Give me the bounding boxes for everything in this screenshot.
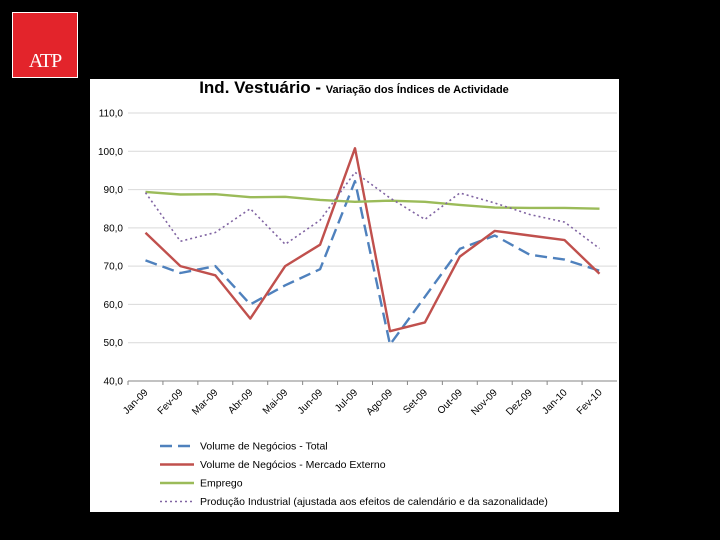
x-tick-label: Abr-09 [226,387,255,416]
legend: Volume de Negócios - Total Volume de Negó… [160,441,548,508]
x-tick-label: Mar-09 [190,387,220,417]
x-tick-label: Jun-09 [296,387,326,417]
series-line-3 [145,190,600,210]
chart-title: Ind. Vestuário - Variação dos Índices de… [199,79,509,97]
y-tick-label: 50,0 [104,338,124,349]
gridlines [128,112,617,382]
y-tick-label: 110,0 [99,109,124,120]
chart-title-sub: Variação dos Índices de Actividade [326,83,509,96]
series-line-2 [144,146,601,333]
x-axis-ticks: Jan-09 Fev-09 Mar-09 Abr-09 Mai-09 Jun-09 Jul-… [121,381,605,418]
series-lines [144,146,601,346]
x-tick-label: Set-09 [401,387,430,416]
series-line-1 [145,179,600,346]
y-tick-label: 90,0 [104,185,124,196]
x-tick-label: Dez-09 [504,387,535,418]
series-line-4 [144,171,600,250]
atp-logo: ATP [12,12,78,78]
x-tick-label: Jan-09 [121,387,151,417]
line-chart: Ind. Vestuário - Variação dos Índices de… [98,79,617,508]
y-tick-label: 80,0 [104,223,124,234]
x-tick-label: Out-09 [436,387,466,417]
y-tick-label: 70,0 [104,262,124,273]
x-tick-label: Fev-09 [156,387,186,417]
y-tick-label: 100,0 [98,147,123,158]
legend-label: Volume de Negócios - Total [200,441,328,453]
y-axis-ticks: 40,0 50,0 60,0 70,0 80,0 90,0 100,0 110,0 [98,109,123,388]
logo-text: ATP [28,50,63,72]
chart-panel: Ind. Vestuário - Variação dos Índices de… [90,79,619,512]
x-tick-label: Jul-09 [333,387,360,414]
chart-title-main: Ind. Vestuário - [199,79,326,97]
x-tick-label: Mai-09 [261,387,291,417]
legend-label: Emprego [200,478,243,490]
legend-label: Volume de Negócios - Mercado Externo [200,459,386,471]
y-tick-label: 40,0 [104,377,124,388]
x-tick-label: Ago-09 [365,387,396,418]
x-tick-label: Jan-10 [540,387,570,417]
legend-label: Produção Industrial (ajustada aos efeito… [200,496,548,508]
x-tick-label: Nov-09 [469,387,500,418]
x-tick-label: Fev-10 [575,387,605,417]
y-tick-label: 60,0 [104,300,124,311]
